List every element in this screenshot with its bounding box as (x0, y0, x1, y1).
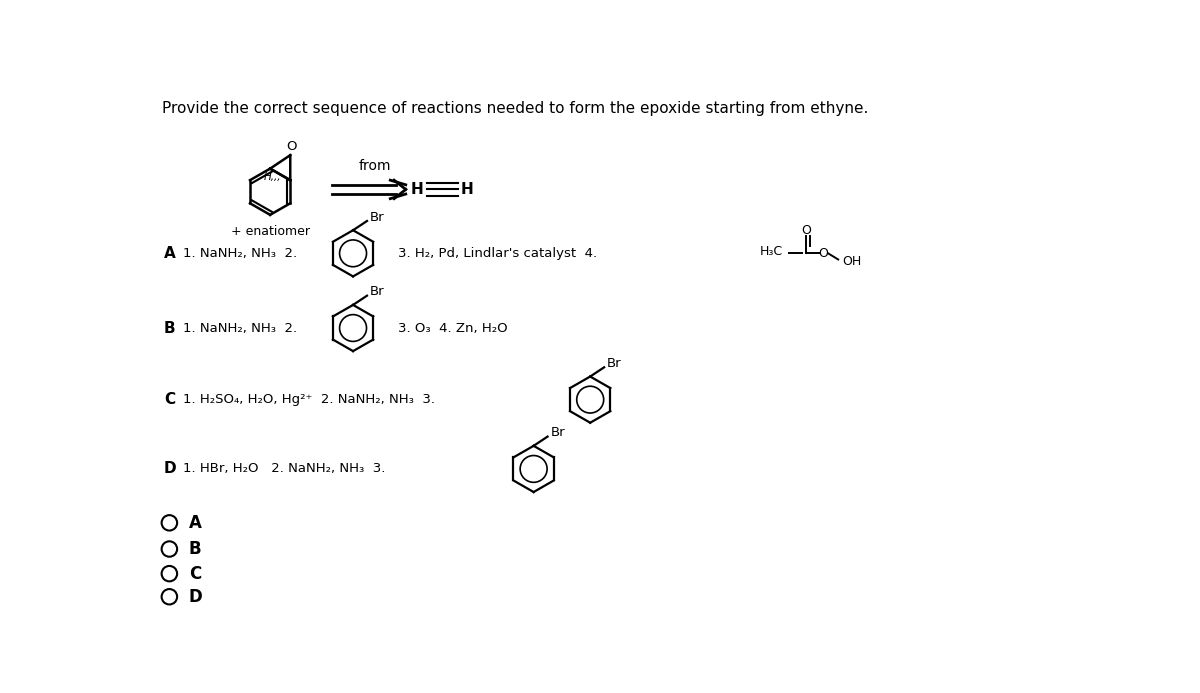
Text: Br: Br (370, 286, 385, 298)
Text: A: A (164, 246, 175, 261)
Text: O: O (286, 140, 296, 153)
Text: 3. H₂, Pd, Lindlar's catalyst  4.: 3. H₂, Pd, Lindlar's catalyst 4. (398, 247, 598, 260)
Text: H₃C: H₃C (760, 245, 784, 258)
Text: + enatiomer: + enatiomer (230, 225, 310, 238)
Text: B: B (188, 540, 202, 558)
Text: A: A (188, 514, 202, 532)
Text: 1. NaNH₂, NH₃  2.: 1. NaNH₂, NH₃ 2. (182, 247, 296, 260)
Text: 1. HBr, H₂O   2. NaNH₂, NH₃  3.: 1. HBr, H₂O 2. NaNH₂, NH₃ 3. (182, 462, 385, 475)
Text: C: C (164, 392, 175, 407)
Text: O: O (802, 224, 811, 237)
Text: O: O (817, 247, 828, 260)
Text: C: C (188, 565, 202, 583)
Text: Br: Br (607, 357, 622, 370)
Text: H,,,: H,,, (264, 172, 281, 182)
Text: H: H (410, 182, 424, 197)
Text: OH: OH (842, 254, 862, 267)
Text: D: D (188, 588, 203, 606)
Text: Br: Br (551, 426, 565, 439)
Text: Br: Br (370, 211, 385, 224)
Text: 1. H₂SO₄, H₂O, Hg²⁺  2. NaNH₂, NH₃  3.: 1. H₂SO₄, H₂O, Hg²⁺ 2. NaNH₂, NH₃ 3. (182, 393, 434, 406)
Text: B: B (164, 321, 175, 335)
Text: 1. NaNH₂, NH₃  2.: 1. NaNH₂, NH₃ 2. (182, 322, 296, 335)
Text: H: H (461, 182, 473, 197)
Text: 3. O₃  4. Zn, H₂O: 3. O₃ 4. Zn, H₂O (398, 322, 508, 335)
Text: Provide the correct sequence of reactions needed to form the epoxide starting fr: Provide the correct sequence of reaction… (162, 101, 868, 116)
Text: D: D (164, 462, 176, 476)
Text: from: from (359, 159, 391, 173)
